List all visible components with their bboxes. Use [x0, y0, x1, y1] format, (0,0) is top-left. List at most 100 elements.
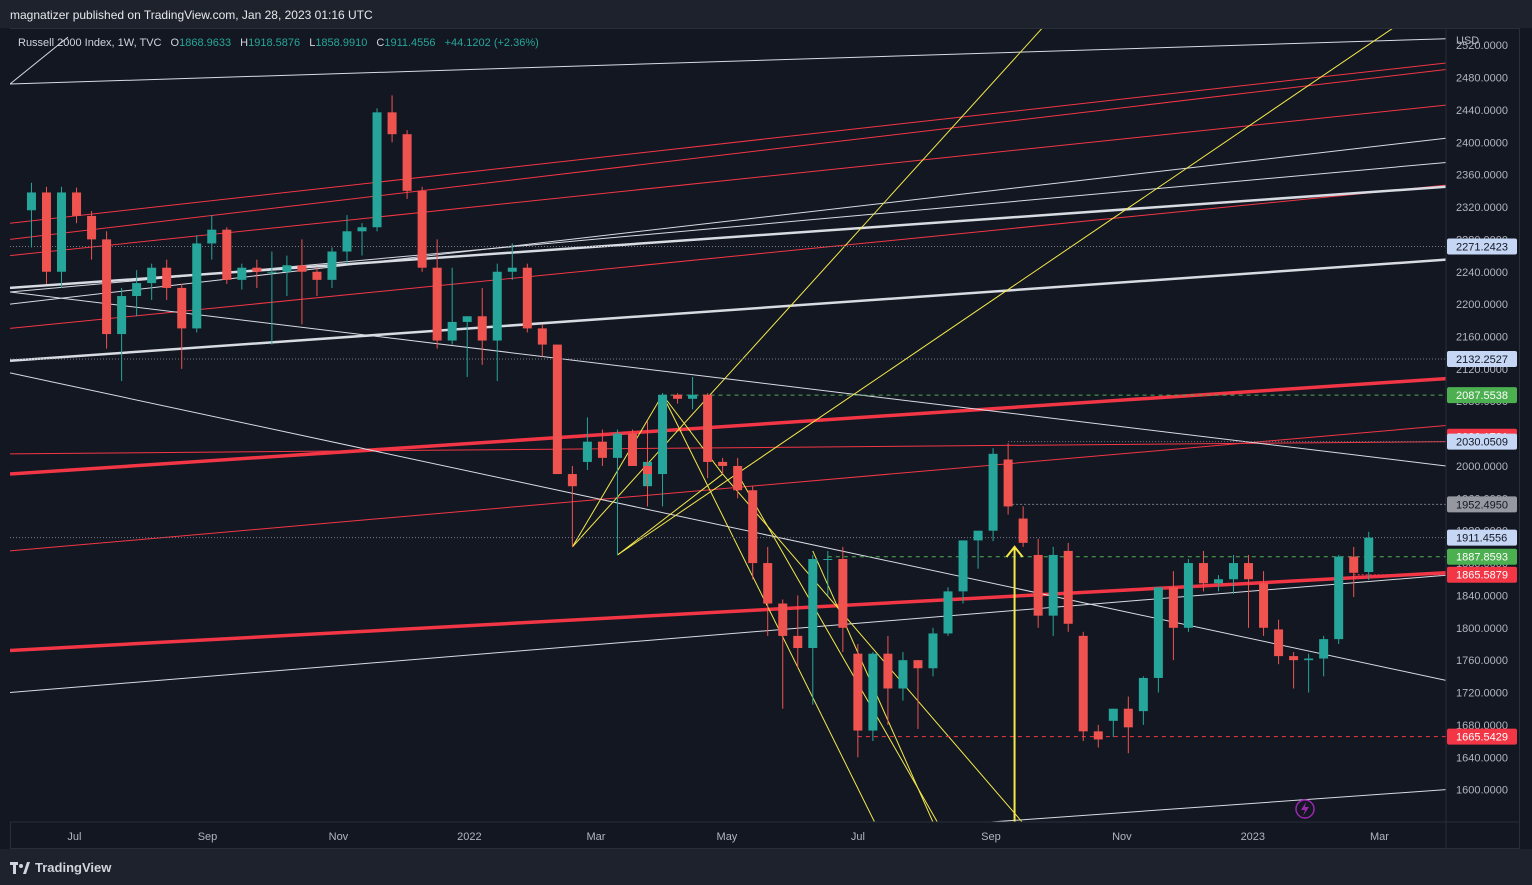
trendline-white[interactable] — [10, 291, 1446, 467]
candle[interactable] — [973, 530, 983, 569]
candle[interactable] — [838, 546, 848, 653]
candle[interactable] — [1319, 635, 1329, 677]
price-badge[interactable]: 2132.2527 — [1447, 350, 1517, 367]
candle[interactable] — [1349, 546, 1359, 598]
trendline-white[interactable] — [10, 185, 1446, 290]
candle[interactable] — [1213, 575, 1223, 592]
candle[interactable] — [1168, 571, 1178, 661]
candle[interactable] — [402, 130, 412, 199]
candle[interactable] — [1198, 550, 1208, 592]
candle[interactable] — [597, 429, 607, 466]
candle[interactable] — [1304, 653, 1314, 693]
candle[interactable] — [658, 393, 668, 507]
candle[interactable] — [477, 287, 487, 365]
candle[interactable] — [222, 227, 232, 284]
candle[interactable] — [763, 546, 773, 636]
candle[interactable] — [492, 263, 502, 381]
candle[interactable] — [1244, 554, 1254, 628]
candle[interactable] — [1274, 619, 1284, 665]
candle[interactable] — [913, 660, 923, 729]
candle[interactable] — [87, 211, 97, 260]
candle[interactable] — [1123, 696, 1133, 754]
candle[interactable] — [793, 595, 803, 669]
price-badge[interactable]: 2087.5538 — [1447, 387, 1517, 404]
candle[interactable] — [868, 652, 878, 742]
trendline-red[interactable] — [10, 104, 1446, 257]
candle[interactable] — [1138, 676, 1148, 725]
candle[interactable] — [207, 215, 217, 260]
candle[interactable] — [192, 235, 202, 333]
price-badge[interactable]: 1865.5879 — [1447, 566, 1517, 583]
candle[interactable] — [823, 550, 833, 596]
trendline-yellow[interactable] — [662, 394, 724, 475]
candle[interactable] — [162, 259, 172, 301]
trendline-yellow[interactable] — [737, 473, 966, 849]
candle[interactable] — [72, 187, 82, 224]
trendline-white[interactable] — [10, 162, 1446, 293]
candle[interactable] — [507, 243, 517, 280]
candle[interactable] — [357, 223, 367, 256]
candle[interactable] — [552, 344, 562, 475]
candle[interactable] — [898, 652, 908, 701]
candle[interactable] — [1183, 559, 1193, 632]
lightning-icon[interactable] — [1295, 799, 1315, 819]
candle[interactable] — [883, 635, 893, 725]
trendline-red[interactable] — [10, 441, 1446, 455]
price-badge[interactable]: 2030.0509 — [1447, 433, 1517, 450]
candle[interactable] — [522, 263, 532, 333]
candle[interactable] — [1093, 724, 1103, 748]
trendline-white[interactable] — [10, 574, 1446, 694]
trendline-yellow[interactable] — [617, 473, 723, 556]
candle[interactable] — [282, 255, 292, 297]
candle[interactable] — [988, 448, 998, 542]
candle[interactable] — [342, 215, 352, 264]
trendline-red[interactable] — [10, 571, 1446, 653]
price-axis[interactable]: USD 2520.0000 2480.0000 2440.0000 2400.0000… — [1456, 35, 1508, 797]
candle[interactable] — [432, 239, 442, 349]
candle[interactable] — [1063, 542, 1073, 632]
candle[interactable] — [582, 417, 592, 471]
time-axis[interactable]: Jul Sep Nov 2022 Mar May Jul Sep Nov 2023 Mar — [67, 831, 1389, 843]
candle[interactable] — [447, 267, 457, 345]
candle[interactable] — [387, 95, 397, 143]
candle[interactable] — [808, 554, 818, 705]
candle[interactable] — [132, 270, 142, 317]
candle[interactable] — [177, 283, 187, 369]
candle[interactable] — [748, 486, 758, 580]
trendline-yellow[interactable] — [722, 473, 1064, 849]
candle[interactable] — [267, 251, 277, 345]
candle[interactable] — [1108, 708, 1118, 738]
candle[interactable] — [57, 186, 67, 288]
trendline-white[interactable] — [10, 137, 1446, 305]
candle[interactable] — [1153, 587, 1163, 693]
candle[interactable] — [237, 263, 247, 290]
price-badge[interactable]: 1887.8593 — [1447, 548, 1517, 565]
price-badge[interactable]: 1952.4950 — [1447, 496, 1517, 513]
trendline-yellow[interactable] — [812, 550, 955, 849]
candle[interactable] — [627, 429, 637, 466]
candle[interactable] — [372, 108, 382, 232]
candle[interactable] — [643, 421, 653, 507]
candle[interactable] — [928, 627, 938, 677]
trendline-red[interactable] — [10, 68, 1446, 240]
candle[interactable] — [958, 540, 968, 604]
candlestick-chart[interactable]: USD 2520.0000 2480.0000 2440.0000 2400.0000… — [0, 0, 1532, 849]
candle[interactable] — [853, 643, 863, 758]
trendline-red[interactable] — [10, 376, 1446, 476]
trendline-red[interactable] — [10, 184, 1446, 329]
candle[interactable] — [327, 247, 337, 288]
candle[interactable] — [1048, 546, 1058, 636]
candle[interactable] — [703, 393, 713, 479]
candle[interactable] — [673, 393, 683, 404]
candle[interactable] — [312, 267, 322, 297]
candle[interactable] — [567, 465, 577, 547]
trendline-yellow[interactable] — [617, 17, 1409, 556]
candle[interactable] — [117, 287, 127, 381]
candle[interactable] — [778, 599, 788, 709]
candle[interactable] — [537, 324, 547, 357]
trendline-red[interactable] — [10, 62, 1446, 224]
candle[interactable] — [147, 263, 157, 301]
candle[interactable] — [1364, 531, 1374, 581]
candle[interactable] — [1078, 631, 1088, 742]
candle[interactable] — [1228, 554, 1238, 594]
